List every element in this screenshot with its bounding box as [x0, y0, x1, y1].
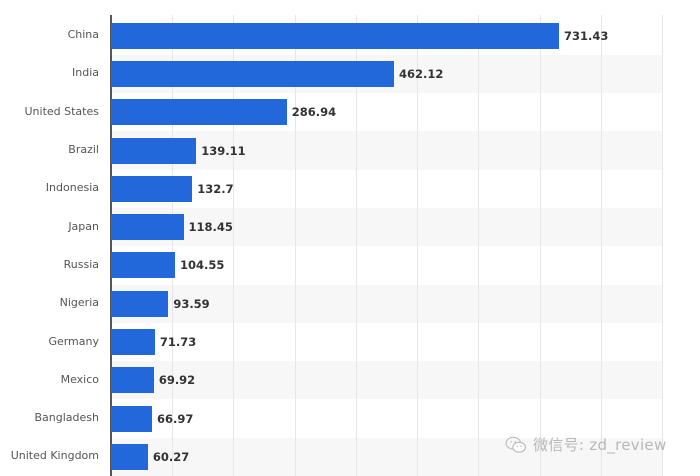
- gridline: [295, 15, 296, 476]
- value-label: 93.59: [173, 296, 210, 311]
- gridline: [662, 15, 663, 476]
- row-band: [111, 208, 662, 247]
- y-axis-line: [110, 15, 112, 476]
- category-label: Brazil: [68, 143, 99, 157]
- gridline: [356, 15, 357, 476]
- row-band: [111, 400, 662, 438]
- row-band: [111, 361, 662, 400]
- category-label: Mexico: [60, 372, 99, 386]
- category-label: Germany: [48, 334, 99, 348]
- row-band: [111, 437, 662, 476]
- gridline: [478, 15, 479, 476]
- bar: [111, 99, 287, 126]
- bar: [111, 443, 148, 470]
- value-label: 118.45: [188, 220, 233, 235]
- category-label: United Kingdom: [10, 449, 99, 463]
- bar: [111, 290, 169, 317]
- value-label: 66.97: [157, 411, 194, 426]
- category-label: Bangladesh: [34, 411, 100, 425]
- value-label: 286.94: [291, 105, 337, 120]
- value-label: 60.27: [152, 449, 190, 464]
- category-label: Japan: [68, 219, 99, 233]
- category-label: Indonesia: [45, 181, 99, 195]
- bar: [111, 367, 154, 394]
- wechat-icon: [505, 436, 527, 453]
- watermark-text: 微信号: zd_review: [533, 436, 667, 454]
- watermark: 微信号: zd_review: [505, 434, 667, 455]
- gridline: [601, 15, 602, 476]
- value-label: 104.55: [180, 258, 225, 273]
- bar: [111, 137, 197, 164]
- gridline: [172, 15, 173, 476]
- gridline: [233, 15, 234, 476]
- value-label: 132.7: [197, 181, 234, 196]
- row-band: [111, 170, 662, 208]
- bar: [111, 252, 176, 279]
- gridline: [417, 15, 418, 476]
- bar: [111, 329, 155, 356]
- row-band: [111, 131, 662, 170]
- category-label: India: [72, 66, 99, 80]
- category-label: China: [67, 28, 99, 42]
- value-label: 69.92: [158, 373, 196, 388]
- category-label: United States: [24, 104, 100, 118]
- category-label: Nigeria: [59, 296, 99, 310]
- value-label: 139.11: [201, 143, 246, 158]
- bar: [111, 175, 193, 202]
- value-label: 71.73: [159, 335, 197, 350]
- bar: [111, 214, 184, 241]
- bar: [111, 22, 559, 49]
- category-label: Russia: [63, 257, 99, 271]
- bar: [111, 60, 395, 87]
- row-band: [111, 284, 662, 323]
- gridline: [540, 15, 541, 476]
- value-label: 462.12: [399, 66, 444, 81]
- value-label: 731.43: [564, 28, 609, 43]
- bar: [111, 405, 153, 432]
